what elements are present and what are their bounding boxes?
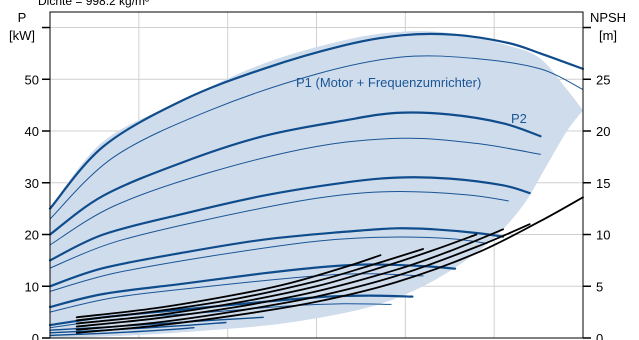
p2-curves: [49, 55, 584, 329]
npsh-curve: [75, 223, 531, 331]
right-axis-label-unit: [m]: [599, 28, 617, 43]
left-tick-label: 40: [25, 124, 39, 139]
plot-area: [48, 11, 585, 339]
p1-curve: [48, 227, 505, 288]
npsh-curve: [75, 248, 424, 322]
npsh-curves: [75, 196, 584, 334]
right-tick-label: 10: [596, 228, 610, 243]
left-tick-label: 30: [25, 176, 39, 191]
right-tick-label: 15: [596, 176, 610, 191]
p1-curve: [48, 263, 457, 309]
npsh-curve: [75, 196, 584, 334]
right-tick-label: 25: [596, 72, 610, 87]
p2-curve: [49, 55, 584, 220]
low-speed-curve: [49, 316, 264, 331]
low-speed-curve: [49, 327, 195, 337]
right-tick-label: 0: [596, 331, 603, 340]
p1-label: P1 (Motor + Frequenzumrichter): [296, 75, 481, 90]
right-tick-label: 20: [596, 124, 610, 139]
density-note: Dichte = 998.2 kg/m³: [38, 0, 149, 8]
left-tick-label: 0: [32, 331, 39, 340]
left-tick-label: 50: [25, 72, 39, 87]
low-speed-curves: [49, 316, 264, 337]
npsh-curve: [75, 228, 504, 328]
npsh-curve: [75, 233, 478, 325]
left-tick-label: 20: [25, 228, 39, 243]
p2-curve: [49, 236, 488, 292]
p2-label: P2: [511, 111, 527, 126]
right-axis-label-symbol: NPSH: [590, 10, 626, 25]
left-axis-label-symbol: P: [18, 10, 27, 25]
p2-curve: [49, 190, 509, 269]
operating-envelope: [50, 31, 583, 339]
p1-curve: [48, 32, 585, 210]
left-axis-ticks: 0 10 20 30 40 50: [25, 26, 50, 340]
p1-curve: [48, 111, 542, 236]
p2-curve: [49, 273, 424, 313]
low-speed-curve: [49, 321, 227, 334]
p2-curve: [49, 137, 541, 246]
p1-curve: [48, 176, 531, 262]
left-tick-label: 10: [25, 279, 39, 294]
npsh-curve: [75, 254, 382, 319]
left-axis-label-unit: [kW]: [9, 28, 35, 43]
right-axis-ticks: 0 5 10 15 20 25: [583, 26, 610, 340]
right-tick-label: 5: [596, 279, 603, 294]
plot-frame: [49, 11, 584, 339]
